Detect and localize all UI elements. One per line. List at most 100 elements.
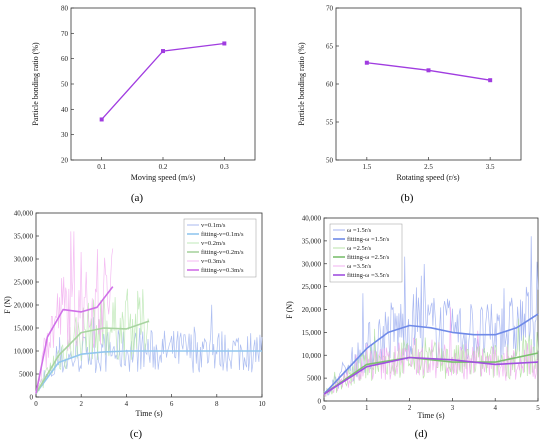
- signal-series-d: [323, 236, 539, 396]
- ticks-b: 1.5 2.5 3.5 50 55 60 65 70: [326, 5, 495, 172]
- y-tick-label-b: 55: [326, 119, 334, 127]
- fit-curve-d: [323, 352, 539, 395]
- legend-label-d: fitting-ω =3.5r/s: [347, 272, 390, 279]
- xlabel-c: Time (s): [135, 409, 162, 418]
- y-tick-label-c: 5000: [19, 371, 34, 379]
- ylabel-b: Particle bonding ratio (%): [297, 42, 306, 126]
- x-tick-label-d: 3: [451, 404, 455, 412]
- y-tick-label-c: 0: [30, 394, 34, 402]
- x-tick-label-c: 4: [125, 400, 129, 408]
- data-point-a: [222, 41, 227, 46]
- x-tick-label-d: 4: [493, 404, 497, 412]
- legend-c: v=0.1m/s fitting-v=0.1m/s v=0.2m/s fitting-…: [183, 218, 257, 278]
- x-tick-label-b: 2.5: [424, 163, 433, 171]
- y-tick-label-b: 50: [326, 157, 334, 165]
- x-tick-label-c: 8: [215, 400, 219, 408]
- legend-label-c: v=0.1m/s: [201, 222, 226, 229]
- panel-d: 0 1 2 3 4 5 0 5000 10,000 15,000 20,000 25,000 30,00…: [285, 215, 540, 441]
- plot-frame-b: [335, 7, 522, 161]
- series-d: [323, 236, 539, 398]
- ticks-d: 0 1 2 3 4 5 0 5000 10,000 15,000 20,000 25,000 30,00…: [302, 215, 541, 413]
- y-tick-label-d: 20,000: [302, 306, 322, 314]
- caption-c: (c): [130, 428, 143, 440]
- caption-d: (d): [415, 428, 428, 440]
- y-tick-label-a: 40: [61, 106, 69, 114]
- x-tick-label-b: 3.5: [486, 163, 495, 171]
- legend-label-c: v=0.2m/s: [201, 240, 226, 247]
- signal-series-c: [35, 231, 114, 396]
- series-line-a: [101, 42, 225, 120]
- legend-d: ω =1.5r/s fitting-ω =1.5r/s ω =2.5r/s fitti…: [329, 223, 403, 283]
- x-tick-label-c: 0: [34, 400, 38, 408]
- y-tick-label-d: 10,000: [302, 352, 322, 360]
- y-tick-label-c: 30,000: [14, 256, 34, 264]
- y-tick-label-c: 20,000: [14, 302, 34, 310]
- y-tick-label-a: 50: [61, 81, 69, 89]
- x-tick-label-a: 0.2: [159, 163, 168, 171]
- xlabel-a: Moving speed (m/s): [131, 173, 196, 182]
- signal-series-c: [35, 304, 263, 396]
- y-tick-label-a: 20: [61, 157, 69, 165]
- legend-box-c: [183, 218, 257, 278]
- x-tick-label-d: 2: [408, 404, 412, 412]
- xlabel-b: Rotating speed (r/s): [396, 173, 459, 182]
- marks-b: [364, 60, 493, 83]
- data-point-a: [161, 49, 165, 54]
- y-tick-label-c: 25,000: [14, 279, 34, 287]
- y-tick-label-d: 0: [318, 398, 322, 406]
- ylabel-d: F (N): [285, 301, 294, 319]
- legend-box-d: [329, 223, 403, 283]
- legend-label-d: ω =3.5r/s: [347, 263, 372, 270]
- fit-curve-c: [35, 320, 150, 394]
- y-tick-label-c: 40,000: [14, 210, 34, 218]
- x-tick-label-c: 10: [259, 400, 267, 408]
- y-tick-label-d: 40,000: [302, 215, 322, 223]
- x-tick-label-a: 0.3: [220, 163, 229, 171]
- fit-curve-c: [35, 350, 262, 394]
- legend-label-d: fitting-ω =1.5r/s: [347, 236, 390, 243]
- x-tick-label-c: 6: [170, 400, 174, 408]
- panel-b: 1.5 2.5 3.5 50 55 60 65 70 Rotating speed (r/s)…: [297, 5, 522, 204]
- y-tick-label-c: 10,000: [14, 348, 34, 356]
- data-point-b: [488, 78, 493, 83]
- x-tick-label-d: 1: [365, 404, 369, 412]
- legend-label-d: ω =2.5r/s: [347, 245, 372, 252]
- ticks-a: 0.1 0.2 0.3 20 30 40 50 60 70 80: [61, 5, 229, 172]
- legend-label-d: ω =1.5r/s: [347, 227, 372, 234]
- fit-curve-d: [323, 356, 539, 395]
- legend-label-c: fitting-v=0.2m/s: [201, 249, 244, 256]
- y-tick-label-d: 5000: [307, 375, 322, 383]
- legend-label-c: v=0.3m/s: [201, 258, 226, 265]
- series-c: [35, 231, 263, 396]
- y-tick-label-b: 60: [326, 81, 334, 89]
- y-tick-label-a: 30: [61, 131, 69, 139]
- x-tick-label-d: 5: [536, 404, 540, 412]
- ticks-c: 0 2 4 6 8 10 0 5000 10,000 15,000 20,000 25,000 30,0…: [14, 210, 266, 409]
- panel-a: 0.1 0.2 0.3 20 30 40 50 60 70 80 Moving speed (m/…: [31, 5, 256, 204]
- x-tick-label-a: 0.1: [97, 163, 106, 171]
- y-tick-label-d: 25,000: [302, 283, 322, 291]
- legend-label-d: fitting-ω =2.5r/s: [347, 254, 390, 261]
- x-tick-label-b: 1.5: [362, 163, 371, 171]
- caption-b: (b): [401, 192, 414, 204]
- data-point-a: [99, 117, 104, 122]
- legend-label-c: fitting-v=0.1m/s: [201, 231, 244, 238]
- fit-curve-d: [323, 313, 539, 395]
- y-tick-label-d: 15,000: [302, 329, 322, 337]
- y-tick-label-a: 80: [61, 5, 69, 13]
- y-tick-label-a: 70: [61, 30, 69, 38]
- x-tick-label-d: 0: [322, 404, 326, 412]
- data-point-b: [426, 68, 431, 73]
- y-tick-label-b: 65: [326, 43, 334, 51]
- plot-frame-a: [70, 7, 256, 161]
- ylabel-c: F (N): [3, 296, 12, 314]
- caption-a: (a): [131, 192, 144, 204]
- y-tick-label-d: 35,000: [302, 237, 322, 245]
- y-tick-label-a: 60: [61, 55, 69, 63]
- legend-label-c: fitting-v=0.3m/s: [201, 267, 244, 274]
- y-tick-label-b: 70: [326, 5, 334, 13]
- y-tick-label-d: 30,000: [302, 260, 322, 268]
- ylabel-a: Particle bonding ratio (%): [31, 42, 40, 126]
- xlabel-d: Time (s): [417, 411, 444, 420]
